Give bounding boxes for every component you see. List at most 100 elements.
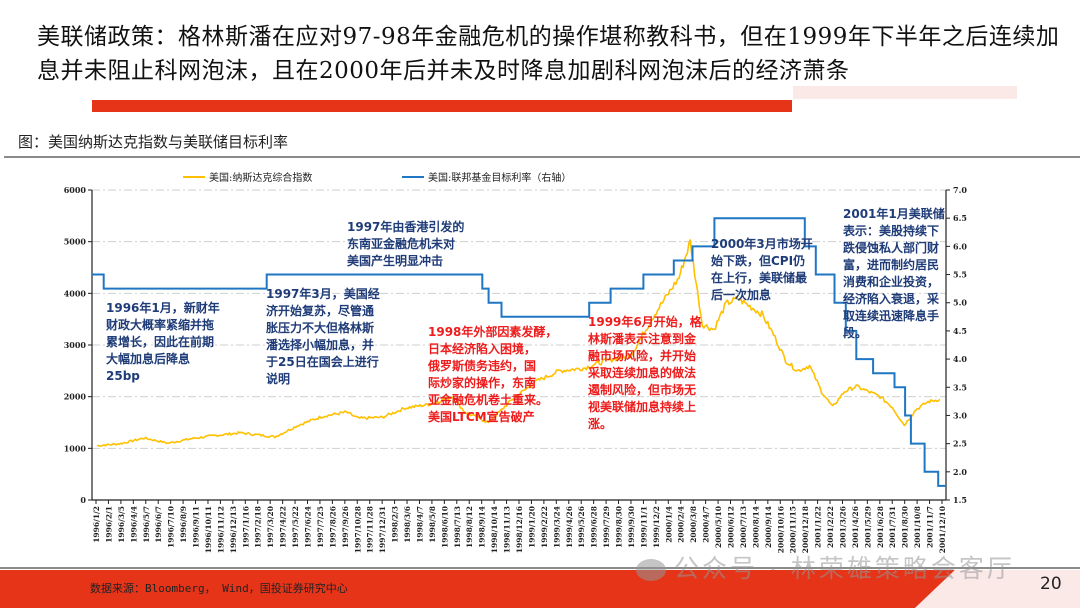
svg-text:1999/8/30: 1999/8/30 — [615, 506, 624, 548]
svg-text:1997/2/18: 1997/2/18 — [254, 506, 263, 548]
svg-text:2000/6/12: 2000/6/12 — [727, 506, 736, 548]
svg-text:2001/11/7: 2001/11/7 — [926, 506, 935, 548]
svg-text:2001/6/28: 2001/6/28 — [876, 506, 885, 548]
svg-text:1997/1/16: 1997/1/16 — [241, 506, 250, 548]
svg-text:1999/3/24: 1999/3/24 — [552, 506, 561, 548]
svg-text:1998/9/14: 1998/9/14 — [478, 506, 487, 548]
svg-text:1997/12/31: 1997/12/31 — [378, 506, 387, 553]
svg-text:1999/5/26: 1999/5/26 — [577, 506, 586, 548]
annotation-2001-january-cuts: 2001年1月美联储 表示：美股持续下 跌侵蚀私人部门财 富，进而制约居民 消费… — [843, 207, 945, 340]
svg-text:1997/5/22: 1997/5/22 — [291, 506, 300, 548]
svg-text:2000: 2000 — [64, 392, 87, 402]
footer-red-band — [0, 570, 1080, 608]
svg-text:4.0: 4.0 — [953, 354, 967, 364]
svg-text:3000: 3000 — [64, 340, 87, 350]
svg-text:3.5: 3.5 — [953, 382, 967, 392]
svg-text:2000/8/14: 2000/8/14 — [751, 506, 760, 548]
svg-text:1998/5/8: 1998/5/8 — [428, 506, 437, 543]
svg-text:1999/9/30: 1999/9/30 — [627, 506, 636, 548]
svg-text:1997/11/28: 1997/11/28 — [366, 506, 375, 553]
slide-title: 美联储政策：格林斯潘在应对97-98年金融危机的操作堪称教科书，但在1999年下… — [37, 24, 1060, 84]
svg-text:2000/9/14: 2000/9/14 — [764, 506, 773, 548]
annotation-1997-march-hike: 1997年3月，美国经 济开始复苏，尽管通 胀压力不大但格林斯 潘选择小幅加息，… — [266, 287, 380, 386]
svg-text:5000: 5000 — [64, 237, 87, 247]
svg-text:1.5: 1.5 — [953, 495, 967, 505]
svg-text:4000: 4000 — [64, 288, 87, 298]
svg-text:1999/11/1: 1999/11/1 — [639, 506, 648, 548]
legend-item-fed-rate: 美国:联邦基金目标利率（右轴） — [402, 169, 571, 184]
svg-text:4.5: 4.5 — [953, 326, 967, 336]
svg-text:6.0: 6.0 — [953, 241, 967, 251]
svg-text:2001/7/31: 2001/7/31 — [888, 506, 897, 548]
legend-label-fed-rate: 美国:联邦基金目标利率（右轴） — [428, 173, 572, 184]
fed-rate-series-line — [92, 217, 946, 487]
right-axis-ticks: 1.5 2.0 2.5 3.0 3.5 4.0 4.5 5.0 5.5 6.0 6.5 7.0 — [946, 185, 967, 505]
svg-text:1999/4/26: 1999/4/26 — [565, 506, 574, 548]
nasdaq-series-line — [96, 239, 941, 448]
svg-text:2001/12/10: 2001/12/10 — [938, 506, 947, 553]
svg-text:5.0: 5.0 — [953, 298, 967, 308]
svg-text:1000: 1000 — [64, 443, 87, 453]
svg-text:2000/10/16: 2000/10/16 — [776, 506, 785, 553]
svg-text:1999/12/2: 1999/12/2 — [652, 506, 661, 548]
svg-text:2001/10/8: 2001/10/8 — [913, 506, 922, 548]
legend-swatch-blue — [402, 175, 424, 178]
legend-swatch-yellow — [183, 175, 205, 178]
svg-text:2001/5/29: 2001/5/29 — [863, 506, 872, 548]
svg-text:1998/8/12: 1998/8/12 — [465, 506, 474, 548]
svg-text:1998/4/7: 1998/4/7 — [415, 506, 424, 543]
svg-text:6.5: 6.5 — [953, 213, 967, 223]
svg-text:1999/7/29: 1999/7/29 — [602, 506, 611, 548]
svg-text:1996/4/4: 1996/4/4 — [129, 506, 138, 543]
annotation-1997-asian-crisis: 1997年由香港引发的 东南亚金融危机未对 美国产生明显冲击 — [347, 220, 465, 268]
annotation-1996-rate-cut: 1996年1月，新财年 财政大概率紧缩并拖 累增长，因此在前期 大幅加息后降息 … — [106, 301, 220, 383]
svg-text:2001/1/22: 2001/1/22 — [814, 506, 823, 548]
svg-text:2001/3/26: 2001/3/26 — [838, 506, 847, 548]
svg-text:2000/5/10: 2000/5/10 — [714, 506, 723, 548]
svg-text:1996/6/7: 1996/6/7 — [154, 506, 163, 543]
svg-text:1999/6/28: 1999/6/28 — [590, 506, 599, 548]
svg-text:2.5: 2.5 — [953, 439, 967, 449]
legend-label-nasdaq: 美国:纳斯达克综合指数 — [209, 173, 313, 184]
svg-text:2.0: 2.0 — [953, 467, 967, 477]
svg-text:6000: 6000 — [64, 185, 87, 195]
svg-text:1998/11/13: 1998/11/13 — [503, 506, 512, 553]
svg-text:1996/2/1: 1996/2/1 — [104, 506, 113, 543]
svg-text:1998/10/14: 1998/10/14 — [490, 506, 499, 553]
svg-text:1998/3/6: 1998/3/6 — [403, 506, 412, 543]
svg-text:1996/7/10: 1996/7/10 — [167, 506, 176, 548]
svg-text:1996/11/12: 1996/11/12 — [216, 506, 225, 553]
svg-text:2000/4/7: 2000/4/7 — [702, 506, 711, 543]
x-axis-ticks: 1996/1/2 1996/2/1 1996/3/5 1996/4/4 1996/5/7… — [92, 500, 947, 553]
svg-text:1996/8/9: 1996/8/9 — [179, 506, 188, 543]
svg-text:1996/9/11: 1996/9/11 — [192, 506, 201, 548]
decorative-pink-band — [793, 86, 1017, 99]
svg-text:1999/2/22: 1999/2/22 — [540, 506, 549, 548]
svg-text:5.5: 5.5 — [953, 270, 967, 280]
svg-text:1998/12/16: 1998/12/16 — [515, 506, 524, 553]
svg-text:1997/9/26: 1997/9/26 — [341, 506, 350, 548]
svg-text:1997/3/20: 1997/3/20 — [266, 506, 275, 548]
svg-text:2001/8/30: 2001/8/30 — [901, 506, 910, 548]
caption-divider — [4, 156, 1080, 158]
svg-text:2000/11/15: 2000/11/15 — [789, 506, 798, 553]
svg-text:1997/8/26: 1997/8/26 — [328, 506, 337, 548]
svg-text:7.0: 7.0 — [953, 185, 967, 195]
annotation-1998-external-shocks: 1998年外部因素发酵， 日本经济陷入困境， 俄罗斯债务违约，国 际炒家的操作，… — [428, 325, 558, 424]
wechat-icon — [636, 559, 666, 581]
svg-text:1999/1/20: 1999/1/20 — [527, 506, 536, 548]
svg-text:1996/10/11: 1996/10/11 — [204, 506, 213, 553]
svg-text:1997/6/24: 1997/6/24 — [304, 506, 313, 548]
svg-text:2000/2/4: 2000/2/4 — [677, 506, 686, 543]
page-number: 20 — [1040, 574, 1062, 594]
decorative-red-bar — [92, 100, 792, 112]
gridlines — [92, 189, 946, 449]
svg-text:2001/4/26: 2001/4/26 — [851, 506, 860, 548]
svg-text:2001/2/22: 2001/2/22 — [826, 506, 835, 548]
svg-text:2000/12/18: 2000/12/18 — [801, 506, 810, 553]
svg-text:3.0: 3.0 — [953, 410, 967, 420]
svg-text:1998/6/10: 1998/6/10 — [440, 506, 449, 548]
svg-text:2000/3/8: 2000/3/8 — [689, 506, 698, 543]
svg-text:1996/1/2: 1996/1/2 — [92, 506, 101, 543]
